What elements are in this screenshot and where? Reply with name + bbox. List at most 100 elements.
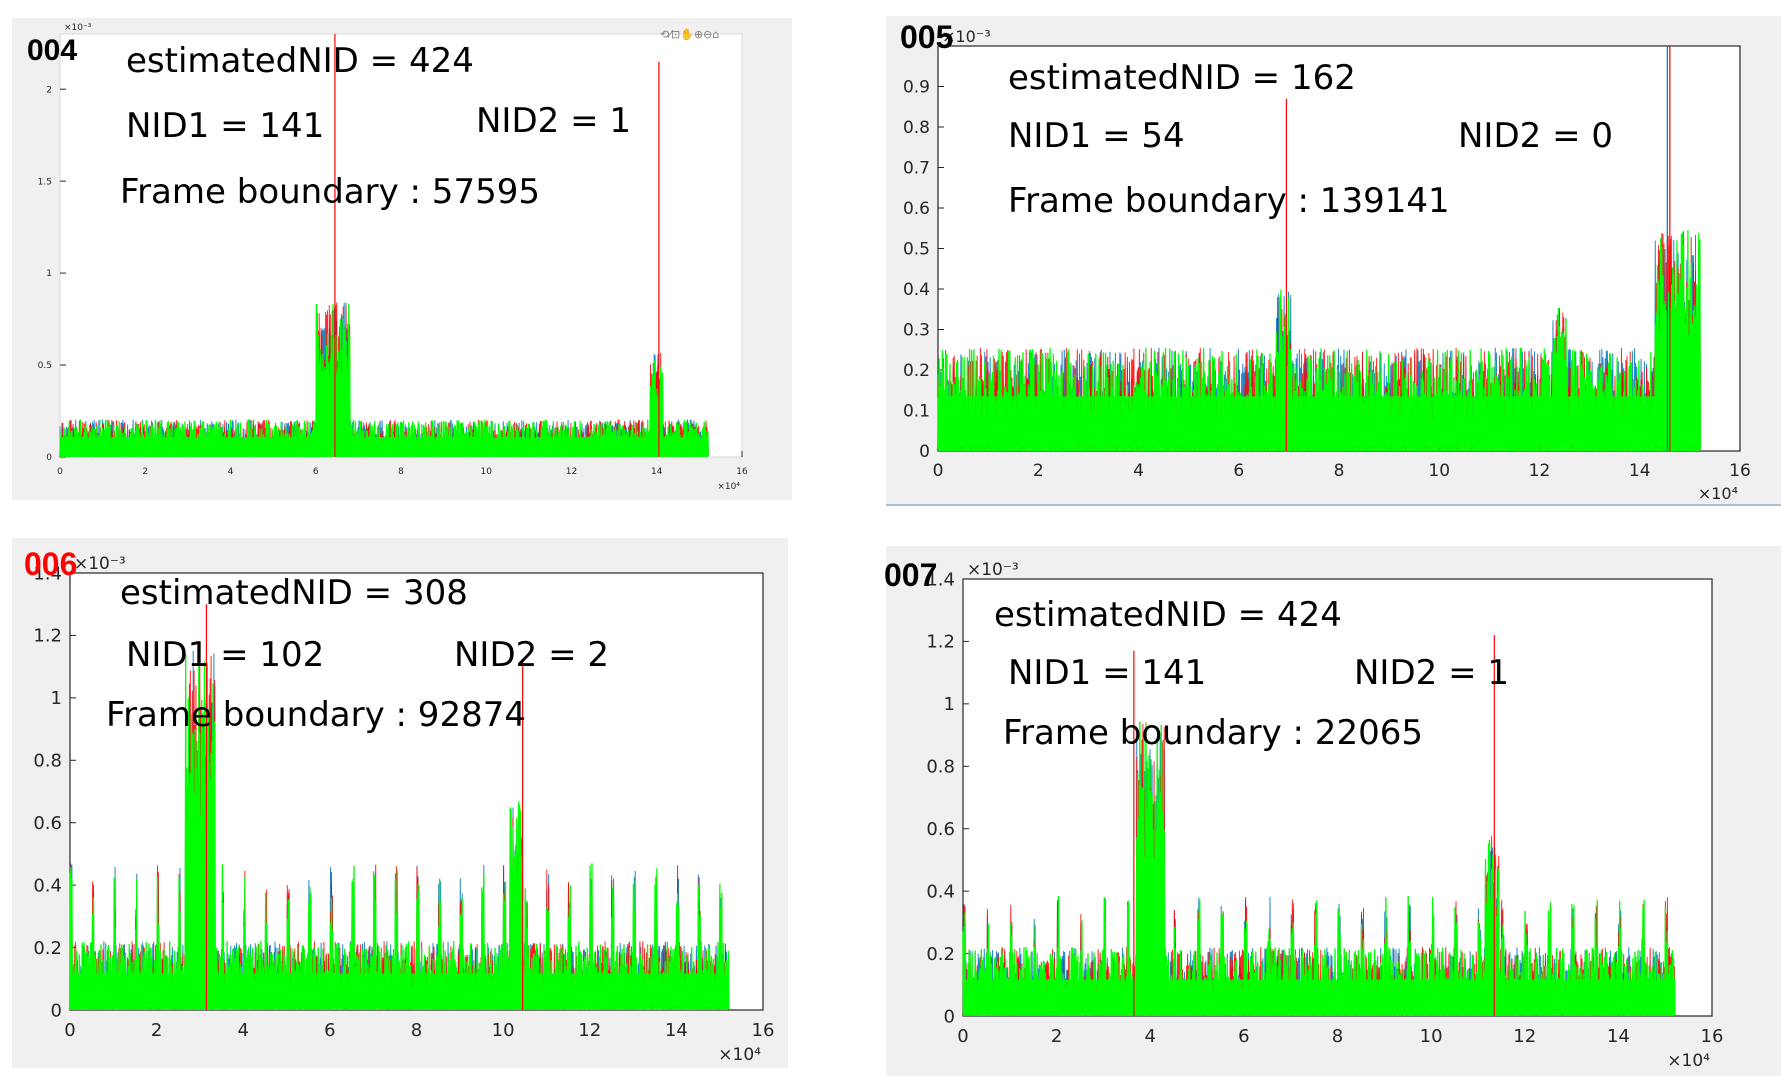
panel-004-estimated-nid: estimatedNID = 424 — [126, 41, 474, 81]
x-tick-label: 6 — [313, 467, 319, 477]
x-tick-label: 4 — [238, 1020, 249, 1041]
panel-004-id: 004 — [27, 34, 77, 67]
x-tick-label: 14 — [651, 467, 663, 477]
y-tick-label: 0.4 — [903, 280, 930, 300]
panel-006-frame-boundary: Frame boundary : 92874 — [106, 695, 526, 735]
y-tick-label: 0.8 — [903, 118, 930, 138]
y-tick-label: 0 — [46, 453, 52, 463]
y-tick-label: 0.2 — [33, 938, 62, 959]
x-exponent-label: ×10⁴ — [718, 1045, 761, 1065]
y-tick-label: 1 — [944, 694, 955, 715]
panel-005-id: 005 — [900, 19, 953, 55]
y-tick-label: 0.6 — [926, 819, 955, 840]
panel-004-axis-toolbar[interactable]: ⟲⁄⊡✋⊕⊖⌂ — [660, 28, 719, 41]
series-baseline-fill — [60, 437, 708, 457]
x-tick-label: 2 — [1033, 461, 1044, 481]
panel-005-nid2: NID2 = 0 — [1458, 116, 1613, 156]
x-tick-label: 2 — [142, 467, 148, 477]
toolbar-icons[interactable]: ⟲⁄⊡✋⊕⊖⌂ — [660, 28, 719, 41]
panel-005: 0 0.1 0.2 0.3 0.4 0.5 0.6 0.7 0.8 0.9 0 2 4 6 8 10 12 14 1… — [886, 16, 1781, 506]
panel-007-nid1: NID1 = 141 — [1008, 653, 1206, 693]
y-tick-label: 0.6 — [33, 813, 62, 834]
panel-004: ⟲⁄⊡✋⊕⊖⌂ 00.511.520 2 4 6 8 10 12 14 16×10⁴×10⁻³ … — [12, 18, 792, 500]
y-tick-label: 0.9 — [903, 77, 930, 97]
x-tick-label: 8 — [411, 1020, 422, 1041]
x-tick-label: 0 — [57, 467, 63, 477]
y-tick-label: 1.5 — [38, 177, 52, 187]
panel-006-estimated-nid: estimatedNID = 308 — [120, 573, 468, 613]
panel-006-nid2: NID2 = 2 — [454, 635, 609, 675]
x-tick-label: 8 — [1334, 461, 1345, 481]
panel-004-nid1: NID1 = 141 — [126, 106, 324, 146]
panel-004-nid2: NID2 = 1 — [476, 101, 631, 141]
y-tick-label: 0.7 — [903, 158, 930, 178]
x-tick-label: 0 — [957, 1026, 968, 1047]
x-tick-label: 12 — [578, 1020, 601, 1041]
x-tick-label: 16 — [736, 467, 748, 477]
panel-006-nid1: NID1 = 102 — [126, 635, 324, 675]
panel-007-estimated-nid: estimatedNID = 424 — [994, 595, 1342, 635]
y-tick-label: 1 — [51, 688, 62, 709]
x-tick-label: 12 — [1513, 1026, 1536, 1047]
y-tick-label: 1.2 — [33, 626, 62, 647]
y-tick-label: 0.4 — [33, 875, 62, 896]
x-tick-label: 16 — [1729, 461, 1751, 481]
panel-007-nid2: NID2 = 1 — [1354, 653, 1509, 693]
x-tick-label: 14 — [1629, 461, 1651, 481]
x-tick-label: 6 — [1233, 461, 1244, 481]
x-tick-label: 10 — [1428, 461, 1450, 481]
panel-007-frame-boundary: Frame boundary : 22065 — [1003, 713, 1423, 753]
x-tick-label: 14 — [1607, 1026, 1630, 1047]
y-tick-label: 0.8 — [926, 757, 955, 778]
y-tick-label: 0 — [51, 1000, 62, 1021]
y-tick-label: 1.2 — [926, 632, 955, 653]
x-tick-label: 14 — [665, 1020, 688, 1041]
y-tick-label: 0.3 — [903, 320, 930, 340]
x-exponent-label: ×10⁴ — [1667, 1051, 1710, 1071]
panel-007: 0 0.2 0.4 0.6 0.8 1 1.2 1.4 0 2 4 6 8 10 12 14 16 ×10⁴ ×10… — [884, 546, 1781, 1076]
x-tick-label: 8 — [398, 467, 404, 477]
y-tick-label: 0.5 — [903, 239, 930, 259]
x-tick-label: 10 — [481, 467, 493, 477]
y-exponent-label: ×10⁻³ — [74, 554, 126, 574]
panel-005-estimated-nid: estimatedNID = 162 — [1008, 58, 1356, 98]
y-tick-label: 2 — [46, 85, 52, 95]
panel-007-id: 007 — [884, 557, 937, 593]
panel-006-id: 006 — [24, 546, 77, 582]
y-tick-label: 0.6 — [903, 199, 930, 219]
x-exponent-label: ×10⁴ — [1698, 484, 1738, 503]
series-baseline-fill — [963, 979, 1675, 1016]
y-exponent-label: ×10⁻³ — [64, 23, 92, 33]
y-tick-label: 0.8 — [33, 751, 62, 772]
x-tick-label: 0 — [64, 1020, 75, 1041]
panel-004-frame-boundary: Frame boundary : 57595 — [120, 172, 540, 212]
x-tick-label: 6 — [1238, 1026, 1249, 1047]
x-tick-label: 4 — [1133, 461, 1144, 481]
x-tick-label: 12 — [566, 467, 577, 477]
x-tick-label: 0 — [933, 461, 944, 481]
panel-005-nid1: NID1 = 54 — [1008, 116, 1185, 156]
y-tick-label: 0.2 — [926, 944, 955, 965]
y-exponent-label: ×10⁻³ — [967, 560, 1019, 580]
x-tick-label: 16 — [752, 1020, 775, 1041]
x-tick-label: 2 — [151, 1020, 162, 1041]
x-tick-label: 6 — [324, 1020, 335, 1041]
x-tick-label: 2 — [1051, 1026, 1062, 1047]
x-tick-label: 10 — [492, 1020, 515, 1041]
x-tick-label: 16 — [1701, 1026, 1724, 1047]
series-baseline-fill — [938, 396, 1700, 451]
y-tick-label: 0.2 — [903, 361, 930, 381]
y-exponent-label: ×10⁻³ — [942, 27, 991, 46]
x-tick-label: 12 — [1529, 461, 1551, 481]
panel-004-plot-area — [59, 33, 743, 458]
x-tick-label: 8 — [1332, 1026, 1343, 1047]
x-tick-label: 4 — [1145, 1026, 1156, 1047]
x-exponent-label: ×10⁴ — [717, 482, 740, 492]
y-tick-label: 0.5 — [38, 361, 52, 371]
y-tick-label: 1.4 — [926, 569, 955, 590]
y-tick-label: 0.1 — [903, 401, 930, 421]
y-tick-label: 0.4 — [926, 881, 955, 902]
y-tick-label: 1 — [46, 269, 52, 279]
y-tick-label: 0 — [944, 1006, 955, 1027]
